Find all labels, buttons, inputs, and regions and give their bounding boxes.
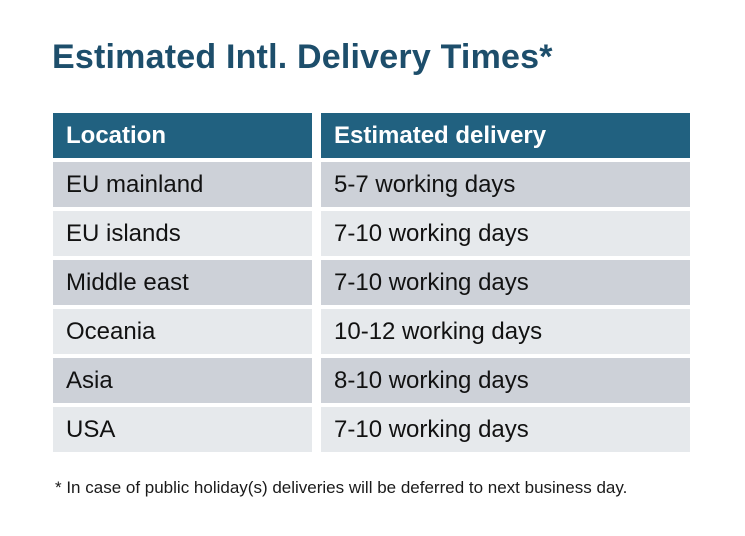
delivery-cell: 5-7 working days [321,162,690,207]
table-row: Oceania 10-12 working days [53,309,690,354]
table-row: USA 7-10 working days [53,407,690,452]
table-header-row: Location Estimated delivery [53,113,690,158]
location-cell: Oceania [53,309,312,354]
delivery-cell: 7-10 working days [321,407,690,452]
delivery-cell: 7-10 working days [321,211,690,256]
delivery-times-table: Location Estimated delivery EU mainland … [53,113,690,452]
page-title: Estimated Intl. Delivery Times* [52,38,553,76]
location-cell: EU mainland [53,162,312,207]
table-row: EU mainland 5-7 working days [53,162,690,207]
delivery-cell: 7-10 working days [321,260,690,305]
delivery-cell: 8-10 working days [321,358,690,403]
location-cell: Asia [53,358,312,403]
table-row: Asia 8-10 working days [53,358,690,403]
table-row: Middle east 7-10 working days [53,260,690,305]
column-header-estimated-delivery: Estimated delivery [321,113,690,158]
location-cell: USA [53,407,312,452]
column-header-location: Location [53,113,312,158]
table-row: EU islands 7-10 working days [53,211,690,256]
footnote: * In case of public holiday(s) deliverie… [55,478,628,497]
location-cell: Middle east [53,260,312,305]
delivery-cell: 10-12 working days [321,309,690,354]
location-cell: EU islands [53,211,312,256]
